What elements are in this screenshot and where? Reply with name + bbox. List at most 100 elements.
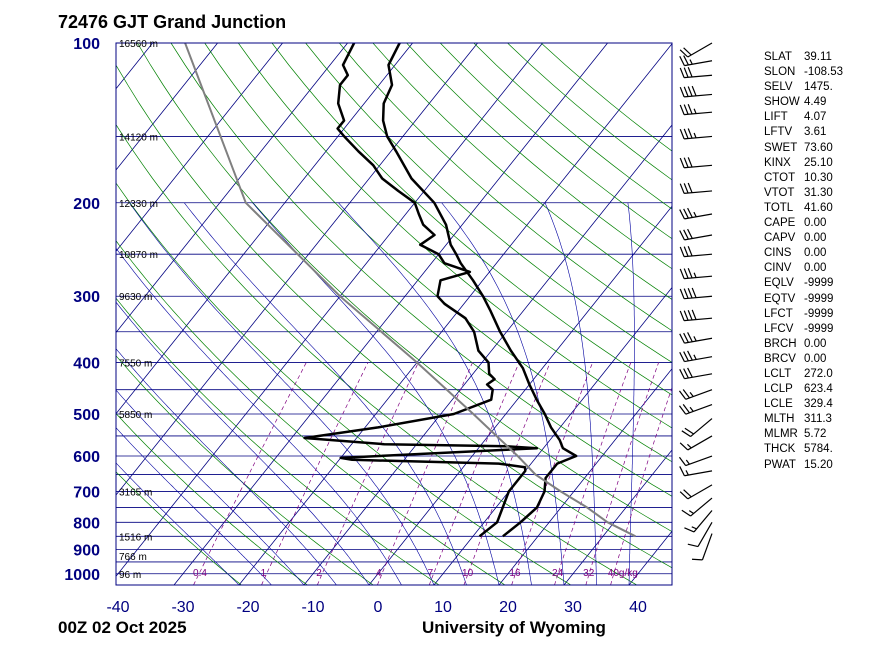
pressure-tick-label: 200	[73, 196, 100, 213]
index-row: BRCH 0.00	[764, 337, 864, 352]
index-name: LCLP	[764, 383, 793, 396]
moist-adiabat	[544, 202, 597, 585]
isotherm-line	[116, 43, 283, 252]
height-label: 5850 m	[119, 410, 152, 421]
temperature-tick-label: -20	[236, 599, 259, 616]
index-name: TOTL	[764, 201, 794, 214]
axis-labels: 0.4 1 2 4 7 10 16 24 32 40g/kg1002003004005006007…	[64, 36, 647, 616]
mixing-ratio-label: 10	[462, 568, 474, 579]
mixing-ratio-label: 32	[583, 568, 595, 579]
index-row: LFTV 3.61	[764, 125, 864, 140]
index-row: LIFT 4.07	[764, 110, 864, 125]
dry-adiabat	[238, 43, 672, 429]
index-row: EQTV -9999	[764, 292, 864, 307]
index-row: LFCV -9999	[764, 322, 864, 337]
mixing-ratio-label: 2	[316, 568, 322, 579]
index-name: SLON	[764, 66, 796, 79]
moist-adiabat	[338, 202, 532, 585]
wind-barb	[679, 309, 713, 322]
moist-adiabat	[441, 202, 565, 585]
index-name: LCLT	[764, 367, 792, 380]
chart-title: 72476 GJT Grand Junction	[58, 12, 287, 32]
wind-barb	[678, 404, 713, 415]
index-name: EQLV	[764, 277, 794, 290]
isotherm-line	[116, 43, 478, 496]
height-label: 12330 m	[119, 199, 158, 210]
index-row: SLAT 39.11	[764, 50, 864, 65]
index-name: SHOW	[764, 96, 800, 109]
dry-adiabat	[116, 240, 506, 585]
wind-barb	[679, 246, 713, 258]
isotherm-line	[116, 43, 348, 334]
wind-barb	[679, 435, 713, 451]
index-row: CINV 0.00	[764, 261, 864, 276]
index-name: PWAT	[764, 458, 796, 471]
isotherm-line	[116, 43, 153, 90]
isotherm-line	[498, 368, 672, 585]
index-row: CAPV 0.00	[764, 231, 864, 246]
plot-frame	[115, 42, 673, 586]
isotherm-line	[563, 449, 672, 585]
index-name: THCK	[764, 443, 796, 456]
moist-adiabat	[627, 202, 635, 585]
height-label: 3165 m	[119, 488, 152, 499]
pressure-tick-label: 700	[73, 485, 100, 502]
index-value: 4.49	[804, 96, 827, 109]
index-name: CAPV	[764, 232, 796, 245]
wind-barb	[679, 85, 713, 98]
index-value: 41.60	[804, 201, 833, 214]
index-name: LFCT	[764, 307, 793, 320]
wind-barb	[679, 67, 713, 79]
index-name: BRCH	[764, 337, 797, 350]
index-row: CAPE 0.00	[764, 216, 864, 231]
moist-adiabat	[116, 427, 272, 585]
pressure-tick-label: 300	[73, 289, 100, 306]
dry-adiabat	[116, 471, 242, 585]
height-label: 96 m	[119, 570, 141, 581]
dry-adiabat	[204, 43, 672, 463]
index-value: 25.10	[804, 156, 833, 169]
index-name: LCLE	[764, 398, 793, 411]
index-value: 1475.	[804, 81, 833, 94]
index-value: 0.00	[804, 337, 827, 350]
temperature-tick-label: -40	[106, 599, 129, 616]
index-row: LCLT 272.0	[764, 367, 864, 382]
height-label: 10870 m	[119, 250, 158, 261]
wind-barb	[679, 267, 713, 280]
mixing-ratio-label: 4	[376, 568, 382, 579]
wind-barb	[681, 418, 713, 438]
wind-barb	[679, 484, 713, 500]
index-value: 39.11	[804, 51, 832, 63]
parcel-line	[184, 43, 636, 538]
dry-adiabat	[339, 43, 672, 332]
moist-adiabat	[116, 247, 402, 585]
index-name: SWET	[764, 141, 798, 154]
index-name: CINV	[764, 262, 792, 275]
pressure-tick-label: 400	[73, 356, 100, 373]
dry-adiabat	[116, 124, 637, 585]
temperature-tick-label: -10	[301, 599, 324, 616]
pressure-tick-label: 800	[73, 515, 100, 532]
dry-adiabat	[116, 297, 440, 585]
wind-barb	[678, 389, 713, 400]
index-name: LFTV	[764, 126, 793, 139]
dry-adiabat	[372, 43, 672, 300]
mixing-ratio-label: 0.4	[193, 568, 207, 579]
index-row: TOTL 41.60	[764, 201, 864, 216]
mixing-ratio-line	[585, 362, 659, 585]
index-value: 0.00	[804, 217, 827, 230]
pressure-tick-label: 500	[73, 407, 100, 424]
pressure-tick-label: 900	[73, 542, 100, 559]
index-value: 5784.	[804, 443, 833, 456]
index-value: 10.30	[804, 171, 833, 184]
dry-adiabat	[116, 64, 672, 569]
index-row: LCLP 623.4	[764, 382, 864, 397]
isotherm-line	[303, 124, 672, 585]
pressure-tick-label: 600	[73, 449, 100, 466]
source-credit: University of Wyoming	[422, 618, 606, 637]
height-label: 766 m	[119, 552, 147, 563]
index-value: 0.00	[804, 352, 827, 365]
moist-adiabat	[252, 202, 500, 585]
index-row: VTOT 31.30	[764, 186, 864, 201]
index-row: MLMR 5.72	[764, 427, 864, 442]
